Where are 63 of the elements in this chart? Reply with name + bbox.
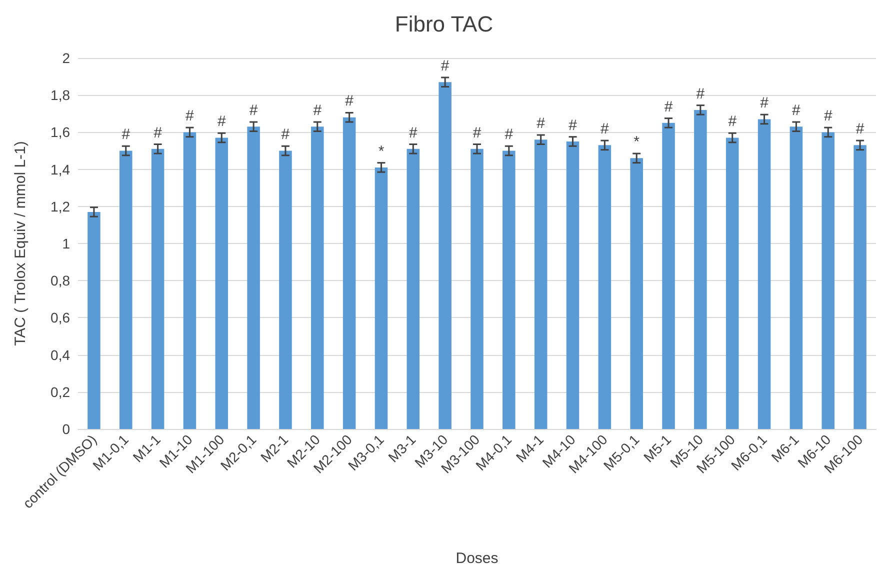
y-axis-title: TAC ( Trolox Equiv / mmol L-1) xyxy=(12,141,29,346)
y-tick-label: 1,4 xyxy=(50,161,70,178)
bar xyxy=(151,148,164,429)
annotation: # xyxy=(440,57,450,74)
annotation: # xyxy=(122,126,131,144)
annotation: # xyxy=(249,102,258,119)
y-tick-label: 1,6 xyxy=(50,124,70,140)
bar xyxy=(215,138,228,429)
bar xyxy=(438,82,452,429)
bar xyxy=(630,158,643,429)
annotation: # xyxy=(504,126,514,144)
y-tick-label: 0,2 xyxy=(50,384,70,400)
x-axis-title: Doses xyxy=(456,550,498,567)
annotation: # xyxy=(313,102,322,119)
annotation: # xyxy=(345,92,354,110)
annotation: # xyxy=(154,124,163,142)
bar xyxy=(566,141,580,429)
annotation: # xyxy=(824,108,833,125)
bar xyxy=(342,117,356,429)
bar xyxy=(119,150,132,429)
annotation: # xyxy=(760,94,770,112)
annotation: # xyxy=(728,113,738,130)
annotation: * xyxy=(378,142,384,160)
bar xyxy=(502,150,516,429)
annotation: * xyxy=(634,134,640,151)
bar xyxy=(279,150,292,429)
annotation: # xyxy=(536,114,546,132)
bar xyxy=(726,138,739,429)
bar xyxy=(534,140,548,429)
bar xyxy=(790,126,803,429)
bar xyxy=(311,126,324,429)
bar xyxy=(662,122,675,429)
annotation: # xyxy=(186,108,195,125)
chart-title: Fibro TAC xyxy=(394,12,494,36)
annotation: # xyxy=(856,120,865,138)
y-tick-label: 0,4 xyxy=(50,346,70,363)
annotation: # xyxy=(600,120,610,138)
bar xyxy=(694,110,707,429)
annotation: # xyxy=(664,98,674,116)
y-tick-label: 1 xyxy=(62,236,70,252)
bar xyxy=(88,212,100,429)
bar xyxy=(758,119,771,429)
annotation: # xyxy=(472,124,482,142)
bar xyxy=(598,145,612,429)
annotation: # xyxy=(281,126,290,144)
annotation: # xyxy=(217,113,226,130)
bar xyxy=(406,148,420,429)
y-tick-label: 0 xyxy=(62,421,70,437)
y-tick-label: 0,8 xyxy=(50,272,70,289)
y-tick-label: 0,6 xyxy=(50,310,70,326)
bar xyxy=(374,167,388,429)
y-tick-label: 2 xyxy=(62,50,70,66)
bar xyxy=(854,145,866,429)
bar xyxy=(470,148,484,429)
bar xyxy=(183,132,196,429)
annotation: # xyxy=(408,124,418,142)
y-tick-label: 1,8 xyxy=(50,87,70,104)
annotation: # xyxy=(792,102,802,119)
bar xyxy=(247,126,260,429)
annotation: # xyxy=(696,85,706,102)
y-tick-label: 1,2 xyxy=(50,198,70,214)
annotation: # xyxy=(568,116,578,134)
bar xyxy=(822,132,835,429)
